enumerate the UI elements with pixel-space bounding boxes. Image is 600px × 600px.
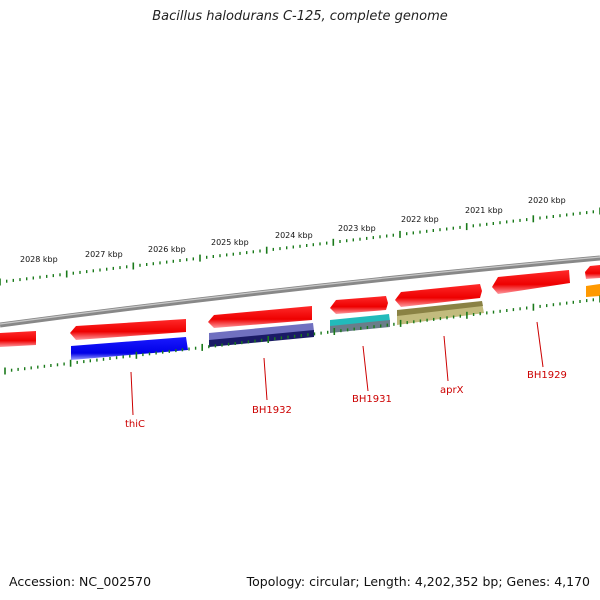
scale-label-2021: 2021 kbp (465, 206, 503, 215)
genome-backbone-highlight (0, 256, 600, 325)
scale-label-2026: 2026 kbp (148, 245, 186, 254)
map-title: Bacillus halodurans C-125, complete geno… (152, 9, 448, 24)
gene-label-BH1929[interactable]: BH1929 (527, 370, 567, 381)
scale-label-2020: 2020 kbp (528, 196, 566, 205)
scale-label-2025: 2025 kbp (211, 238, 249, 247)
leader-BH1929 (536, 321, 544, 368)
gene-BH1931[interactable] (330, 314, 390, 327)
gene-thiC[interactable] (71, 337, 188, 360)
gene-forward-6[interactable] (492, 270, 570, 294)
gene-label-BH1931[interactable]: BH1931 (352, 394, 392, 405)
gene-aprX-edge (397, 301, 483, 316)
gene-label-aprX[interactable]: aprX (440, 385, 464, 396)
gene-forward-4[interactable] (330, 296, 388, 314)
gene-forward-7[interactable] (585, 265, 600, 279)
gene-label-thiC[interactable]: thiC (125, 419, 145, 430)
gene-BH1931-lower[interactable] (330, 320, 390, 333)
leader-aprX (443, 335, 449, 382)
leader-BH1931 (362, 345, 369, 392)
leader-BH1932 (263, 357, 268, 401)
gene-forward-3[interactable] (208, 306, 312, 328)
scale-label-2027: 2027 kbp (85, 250, 123, 259)
gene-forward-5[interactable] (395, 284, 482, 307)
outer-scale-ticks (0, 207, 600, 286)
accession-text: Accession: NC_002570 (9, 574, 152, 589)
gene-label-BH1932[interactable]: BH1932 (252, 405, 292, 416)
forward-strand-genes (0, 265, 600, 347)
scale-labels: 2028 kbp 2027 kbp 2026 kbp 2025 kbp 2024… (20, 196, 566, 264)
gene-orange[interactable] (586, 284, 600, 297)
scale-label-2022: 2022 kbp (401, 215, 439, 224)
leader-thiC (130, 371, 134, 416)
gene-label-lines (130, 321, 544, 416)
inner-scale-ticks (4, 295, 600, 375)
gene-BH1932-upper[interactable] (209, 323, 314, 341)
genome-backbone (0, 255, 600, 328)
scale-label-2024: 2024 kbp (275, 231, 313, 240)
gene-aprX[interactable] (397, 303, 484, 325)
gene-forward-1[interactable] (0, 331, 36, 347)
gene-labels: thiC BH1932 BH1931 aprX BH1929 (125, 370, 567, 430)
scale-label-2028: 2028 kbp (20, 255, 58, 264)
scale-label-2023: 2023 kbp (338, 224, 376, 233)
reverse-strand-genes (71, 284, 600, 360)
topology-text: Topology: circular; Length: 4,202,352 bp… (246, 574, 590, 589)
gene-forward-2[interactable] (70, 319, 186, 340)
